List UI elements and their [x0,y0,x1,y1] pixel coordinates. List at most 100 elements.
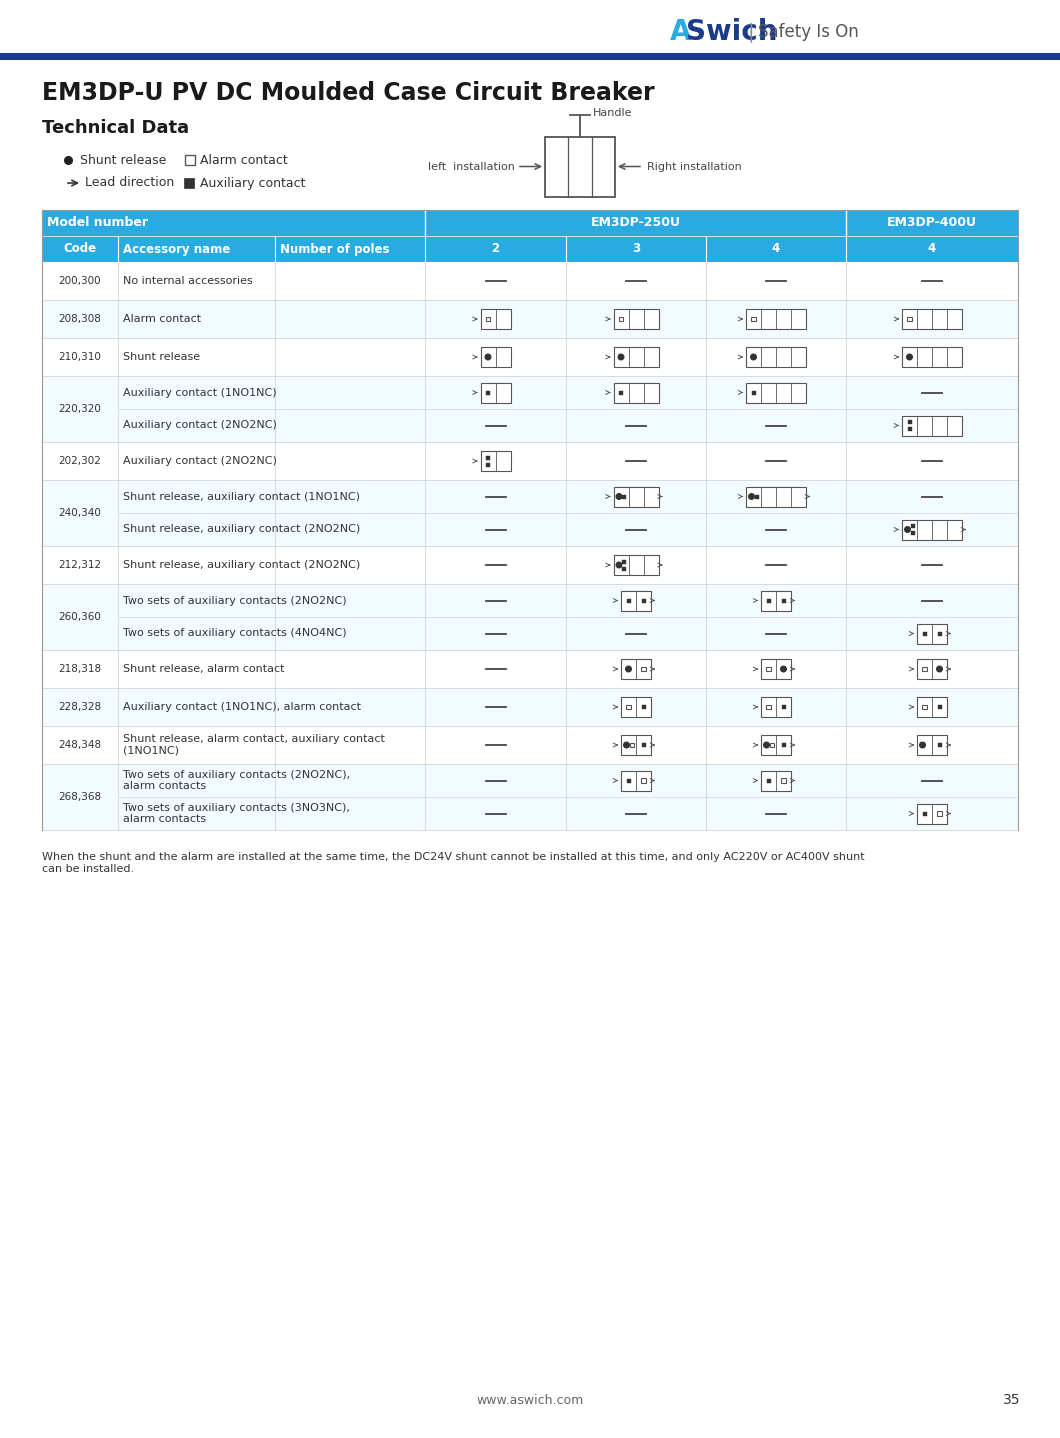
Bar [907,316,912,321]
Bar [485,463,490,466]
Bar [917,659,947,679]
Bar [480,309,511,329]
Bar [42,584,1018,650]
Bar [275,236,425,262]
Bar [42,262,1018,301]
Bar [42,546,1018,584]
Text: A: A [670,19,691,46]
Bar [911,523,915,528]
Bar [761,771,791,791]
Bar [621,771,651,791]
Text: Shunt release: Shunt release [123,352,200,362]
Bar [621,591,651,611]
Bar [480,383,511,403]
Bar [118,236,275,262]
Bar [622,559,626,564]
Bar [545,137,615,197]
Text: 4: 4 [928,243,936,256]
Bar [770,743,774,748]
Text: 218,318: 218,318 [58,664,102,674]
Bar [425,210,846,236]
Bar [761,697,791,718]
Circle shape [763,742,770,748]
Text: Auxiliary contact (1NO1NC), alarm contact: Auxiliary contact (1NO1NC), alarm contac… [123,702,361,712]
Text: |: | [748,22,755,42]
Bar [42,441,1018,480]
Bar [846,210,1018,236]
Bar [846,236,1018,262]
Circle shape [618,354,623,360]
Text: left  installation: left installation [428,161,515,171]
Bar [766,667,771,672]
Bar [937,811,941,815]
Circle shape [616,562,622,568]
Text: Safety Is On: Safety Is On [758,23,859,42]
Bar [766,778,771,782]
Bar [641,743,646,746]
Bar [922,631,926,636]
Text: 220,320: 220,320 [58,404,102,414]
Bar [42,338,1018,375]
Circle shape [937,666,942,672]
Bar [937,631,941,636]
Text: Shunt release, auxiliary contact (2NO2NC): Shunt release, auxiliary contact (2NO2NC… [123,525,360,535]
Bar [186,155,195,165]
Bar [761,659,791,679]
Bar [619,316,623,321]
Bar [626,705,631,709]
Circle shape [485,354,491,360]
Text: 260,360: 260,360 [58,613,102,623]
Text: Swich: Swich [686,19,777,46]
Bar [614,347,658,367]
Bar [621,735,651,755]
Bar [42,210,425,236]
Bar [766,705,771,709]
Bar [42,687,1018,726]
Bar [42,236,118,262]
Bar [641,598,646,603]
Bar [641,705,646,709]
Bar [706,236,846,262]
Bar [184,178,194,188]
Text: Auxiliary contact (2NO2NC): Auxiliary contact (2NO2NC) [123,456,277,466]
Bar [485,456,490,460]
Bar [42,301,1018,338]
Bar [781,743,785,746]
Bar [902,309,962,329]
Circle shape [623,742,630,748]
Bar [42,375,1018,441]
Text: 248,348: 248,348 [58,741,102,751]
Bar [746,309,806,329]
Text: When the shunt and the alarm are installed at the same time, the DC24V shunt can: When the shunt and the alarm are install… [42,851,865,874]
Circle shape [750,354,756,360]
Bar [902,416,962,436]
Bar [917,735,947,755]
Bar [917,697,947,718]
Text: 202,302: 202,302 [58,456,102,466]
Text: www.aswich.com: www.aswich.com [476,1393,584,1406]
Bar [766,598,771,603]
Text: Auxiliary contact (1NO1NC): Auxiliary contact (1NO1NC) [123,387,277,397]
Bar [911,531,915,535]
Bar [622,495,626,499]
Circle shape [920,742,925,748]
Text: 200,300: 200,300 [58,276,102,286]
Bar [485,316,490,321]
Bar [781,598,785,603]
Bar [922,667,926,672]
Bar [566,236,706,262]
Bar [781,778,785,782]
Bar [922,811,926,815]
Text: Two sets of auxiliary contacts (3NO3NC),
alarm contacts: Two sets of auxiliary contacts (3NO3NC),… [123,802,350,824]
Text: Two sets of auxiliary contacts (2NO2NC),
alarm contacts: Two sets of auxiliary contacts (2NO2NC),… [123,769,350,791]
Bar [937,705,941,709]
Text: Two sets of auxiliary contacts (4NO4NC): Two sets of auxiliary contacts (4NO4NC) [123,628,347,638]
Bar [752,316,756,321]
Bar [621,659,651,679]
Text: 268,368: 268,368 [58,792,102,802]
Bar [614,555,658,575]
Bar [630,743,634,748]
Bar [42,650,1018,687]
Bar [781,705,785,709]
Text: Alarm contact: Alarm contact [123,313,201,324]
